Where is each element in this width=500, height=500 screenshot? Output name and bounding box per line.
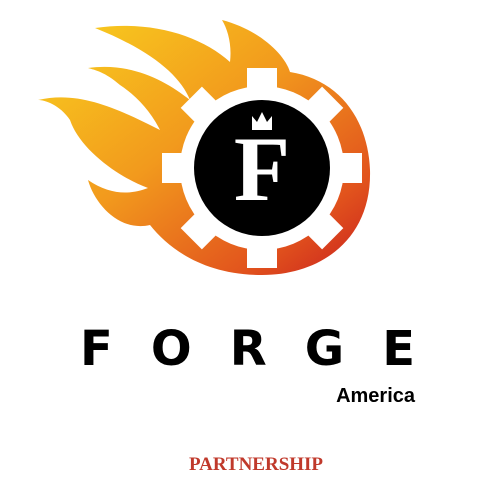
crown xyxy=(252,112,272,130)
emblem-circle xyxy=(194,100,330,236)
tagline: PARTNERSHIP xyxy=(189,454,323,475)
brand-region: America xyxy=(336,385,416,407)
emblem-letter: F xyxy=(234,118,290,220)
brand-name: FORGE xyxy=(80,321,415,377)
